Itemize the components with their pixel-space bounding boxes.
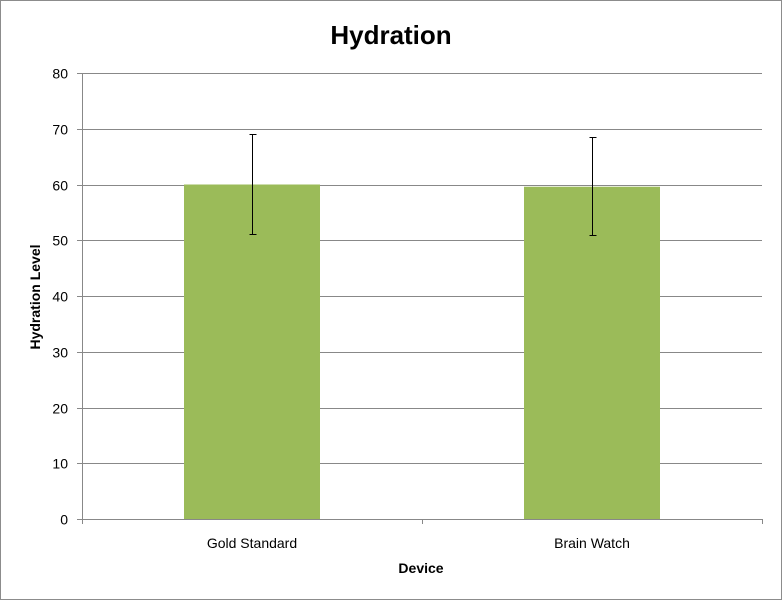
x-axis-title: Device (398, 560, 443, 576)
y-tick-label: 30 (52, 345, 68, 361)
y-tick-label: 50 (52, 233, 68, 249)
bars (184, 134, 660, 520)
bar-brain-watch (524, 186, 660, 520)
x-tick-labels: Gold Standard Brain Watch (207, 535, 630, 551)
x-tick-label: Gold Standard (207, 535, 297, 551)
y-tick-label: 80 (52, 66, 68, 82)
y-tick-label: 10 (52, 456, 68, 472)
y-tick-label: 70 (52, 122, 68, 138)
chart-title: Hydration (330, 20, 451, 50)
y-tick-label: 60 (52, 178, 68, 194)
y-tick-label: 40 (52, 289, 68, 305)
axes (77, 73, 763, 524)
bar-gold-standard (184, 184, 320, 519)
x-tick-label: Brain Watch (554, 535, 630, 551)
y-tick-label: 0 (60, 512, 68, 528)
y-tick-label: 20 (52, 401, 68, 417)
y-tick-labels: 0 10 20 30 40 50 60 70 80 (52, 66, 68, 528)
y-axis-title: Hydration Level (27, 244, 43, 349)
